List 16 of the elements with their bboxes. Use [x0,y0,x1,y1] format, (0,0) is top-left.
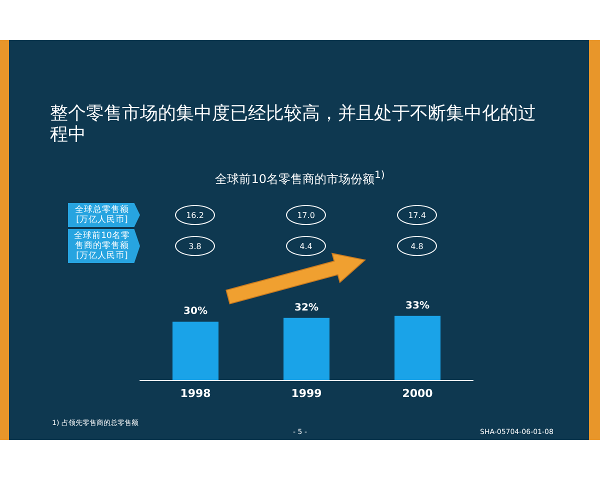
text: 全球总零售额[万亿人民币] [68,203,140,227]
text: 17.4 [397,205,437,225]
data-label: 30% [184,306,208,318]
data-label: 32% [294,302,318,314]
x-tick-label: 1999 [291,387,322,400]
x-tick-label: 2000 [402,387,434,400]
text: 4.4 [286,236,326,256]
text: 全球前10名零售商的零售额[万亿人民币] [68,229,140,263]
chart-title: 整个零售市场的集中度已经比较高，并且处于不断集中化的过程中 [50,103,537,145]
text: 4.8 [397,236,437,256]
text: 16.2 [175,205,215,225]
x-tick-label: 1998 [180,387,211,400]
text: 17.0 [286,205,326,225]
text: 3.8 [175,236,215,256]
chart-subtitle: 全球前10名零售商的市场份额$^{1)}$ [214,170,386,188]
data-label: 33% [406,300,430,312]
